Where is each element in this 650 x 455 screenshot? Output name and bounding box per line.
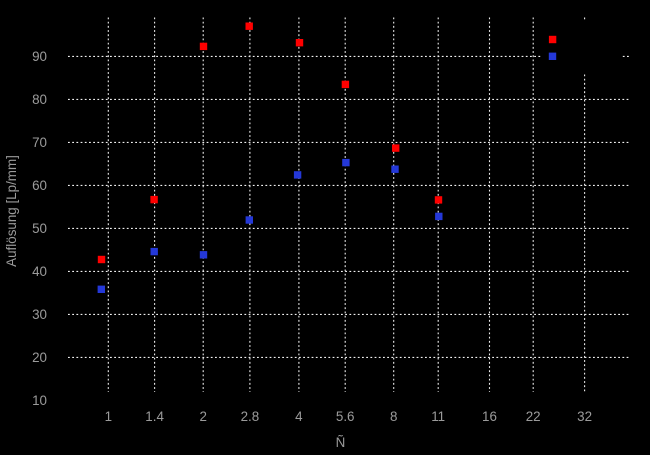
svg-text:80: 80 [32,92,47,107]
svg-text:5.6: 5.6 [336,409,355,424]
svg-text:10: 10 [32,393,47,408]
svg-text:60: 60 [32,178,47,193]
svg-text:90: 90 [32,49,47,64]
svg-text:1.4: 1.4 [145,409,164,424]
svg-text:40: 40 [32,264,47,279]
svg-text:32: 32 [577,409,592,424]
svg-text:22: 22 [526,409,541,424]
svg-text:50: 50 [32,221,47,236]
svg-text:Ñ: Ñ [336,435,346,450]
svg-text:2.8: 2.8 [241,409,260,424]
svg-text:16: 16 [482,409,497,424]
svg-text:2: 2 [199,409,206,424]
svg-text:Auflösung [Lp/mm]: Auflösung [Lp/mm] [4,155,19,267]
svg-text:8: 8 [390,409,397,424]
svg-text:20: 20 [32,350,47,365]
svg-text:30: 30 [32,307,47,322]
svg-text:1: 1 [105,409,112,424]
svg-text:70: 70 [32,135,47,150]
svg-text:11: 11 [431,409,445,424]
svg-text:4: 4 [295,409,303,424]
